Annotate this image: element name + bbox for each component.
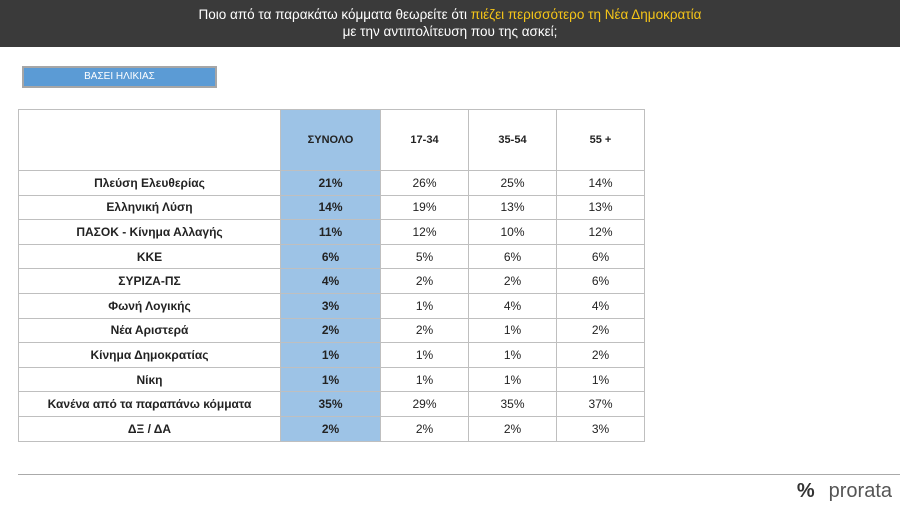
cell: 1%	[380, 292, 469, 319]
row-label: ΚΚΕ	[18, 243, 281, 270]
row-label: Κίνημα Δημοκρατίας	[18, 342, 281, 368]
cell: 1%	[468, 366, 557, 393]
cell: 2%	[380, 268, 469, 294]
table-row: Κανένα από τα παραπάνω κόμματα 35% 29% 35% 3…	[18, 391, 645, 417]
table-row: Ελληνική Λύση 14% 19% 13% 13%	[18, 194, 645, 221]
cell: 1%	[468, 317, 557, 344]
title-line2: με την αντιπολίτευση που της ασκεί;	[342, 24, 558, 39]
cell: 13%	[468, 194, 557, 221]
row-label: Νέα Αριστερά	[18, 317, 281, 344]
table-row: ΚΚΕ 6% 5% 6% 6%	[18, 243, 645, 270]
row-label: Φωνή Λογικής	[18, 292, 281, 319]
row-label: ΠΑΣΟΚ - Κίνημα Αλλαγής	[18, 219, 281, 245]
cell: 4%	[556, 292, 645, 319]
cell: 35%	[280, 391, 381, 417]
row-label: Κανένα από τα παραπάνω κόμματα	[18, 391, 281, 417]
cell: 2%	[468, 268, 557, 294]
cell: 2%	[280, 415, 381, 442]
row-label: ΣΥΡΙΖΑ-ΠΣ	[18, 268, 281, 294]
cell: 5%	[380, 243, 469, 270]
cell: 2%	[380, 317, 469, 344]
table-row: Νίκη 1% 1% 1% 1%	[18, 366, 645, 393]
cell: 12%	[556, 219, 645, 245]
title-highlight: πιέζει περισσότερο τη Νέα Δημοκρατία	[470, 7, 702, 22]
column-header: 55 +	[556, 109, 645, 171]
results-table: ΣΥΝΟΛΟ 17-34 35-54 55 + Πλεύση Ελευθερίας 21%…	[18, 109, 645, 442]
cell: 21%	[280, 170, 381, 196]
cell: 6%	[280, 243, 381, 270]
cell: 6%	[468, 243, 557, 270]
cell: 25%	[468, 170, 557, 196]
cell: 12%	[380, 219, 469, 245]
cell: 10%	[468, 219, 557, 245]
cell: 6%	[556, 243, 645, 270]
table-row: ΔΞ / ΔΑ 2% 2% 2% 3%	[18, 415, 645, 442]
header-row: ΣΥΝΟΛΟ 17-34 35-54 55 +	[18, 109, 645, 171]
header: Ποιο από τα παρακάτω κόμματα θεωρείτε ότ…	[0, 0, 900, 47]
cell: 1%	[280, 366, 381, 393]
cell: 1%	[380, 342, 469, 368]
title: Ποιο από τα παρακάτω κόμματα θεωρείτε ότ…	[198, 7, 471, 22]
cell: 2%	[556, 342, 645, 368]
cell: 14%	[280, 194, 381, 221]
logo-text: prorata	[828, 480, 892, 502]
cell: 13%	[556, 194, 645, 221]
table-row: ΠΑΣΟΚ - Κίνημα Αλλαγής 11% 12% 10% 12%	[18, 219, 645, 245]
cell: 11%	[280, 219, 381, 245]
cell: 3%	[280, 292, 381, 319]
cell: 29%	[380, 391, 469, 417]
row-label: Νίκη	[18, 366, 281, 393]
cell: 4%	[468, 292, 557, 319]
logo: % prorata	[797, 480, 892, 503]
cell: 2%	[380, 415, 469, 442]
row-label: Πλεύση Ελευθερίας	[18, 170, 281, 196]
cell: 2%	[468, 415, 557, 442]
cell: 1%	[380, 366, 469, 393]
logo-symbol: %	[796, 480, 815, 502]
column-header: 35-54	[468, 109, 557, 171]
table-row: Κίνημα Δημοκρατίας 1% 1% 1% 2%	[18, 342, 645, 368]
table-row: Πλεύση Ελευθερίας 21% 26% 25% 14%	[18, 170, 645, 196]
table-row: Φωνή Λογικής 3% 1% 4% 4%	[18, 292, 645, 319]
cell: 1%	[556, 366, 645, 393]
table-row: Νέα Αριστερά 2% 2% 1% 2%	[18, 317, 645, 344]
cell: 2%	[556, 317, 645, 344]
table-row: ΣΥΡΙΖΑ-ΠΣ 4% 2% 2% 6%	[18, 268, 645, 294]
column-header: ΣΥΝΟΛΟ	[280, 109, 381, 171]
cell: 1%	[280, 342, 381, 368]
cell: 3%	[556, 415, 645, 442]
cell: 19%	[380, 194, 469, 221]
row-label: Ελληνική Λύση	[18, 194, 281, 221]
cell: 37%	[556, 391, 645, 417]
cell: 26%	[380, 170, 469, 196]
divider	[18, 474, 900, 475]
cell: 1%	[468, 342, 557, 368]
column-header: 17-34	[380, 109, 469, 171]
filter-button[interactable]: ΒΑΣΕΙ ΗΛΙΚΙΑΣ	[22, 66, 217, 88]
cell: 14%	[556, 170, 645, 196]
corner-cell	[18, 109, 281, 171]
cell: 4%	[280, 268, 381, 294]
cell: 6%	[556, 268, 645, 294]
row-label: ΔΞ / ΔΑ	[18, 415, 281, 442]
cell: 35%	[468, 391, 557, 417]
cell: 2%	[280, 317, 381, 344]
